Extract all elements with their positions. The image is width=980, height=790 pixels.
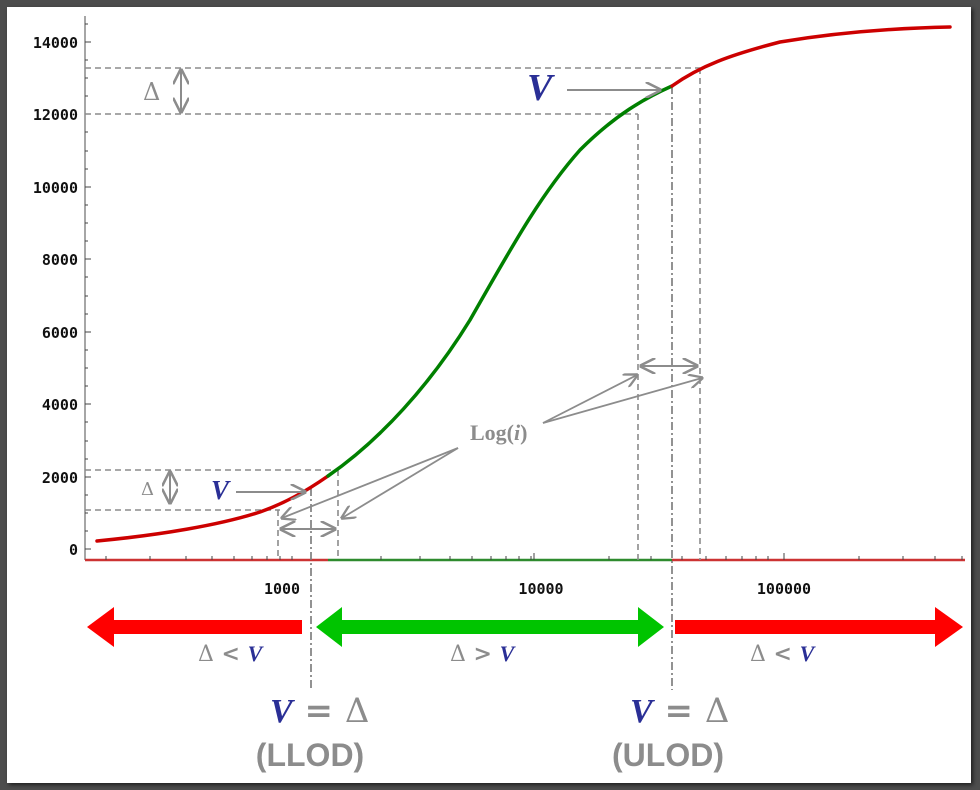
svg-text:V = Δ: V = Δ xyxy=(270,691,369,731)
right-red-arrow xyxy=(675,607,963,647)
x-tick-100000: 100000 xyxy=(757,580,811,598)
delta-bracket-high: Δ xyxy=(143,70,181,112)
log-i-label: Log(i) xyxy=(470,420,527,445)
y-tick-0: 0 xyxy=(69,541,78,559)
left-red-arrow xyxy=(87,607,302,647)
y-tick-4000: 4000 xyxy=(42,396,78,414)
y-axis: 14000 12000 10000 8000 6000 4000 2000 0 xyxy=(33,16,91,560)
delta-bracket-low: Δ xyxy=(141,472,170,503)
llod-label: V = Δ (LLOD) xyxy=(256,691,370,773)
v-arrow-low: V xyxy=(211,475,305,505)
region-label-right: Δ < V xyxy=(750,641,817,667)
y-tick-8000: 8000 xyxy=(42,251,78,269)
x-tick-1000: 1000 xyxy=(264,580,300,598)
y-tick-10000: 10000 xyxy=(33,179,78,197)
svg-text:Δ < V: Δ < V xyxy=(198,641,265,667)
x-tick-10000: 10000 xyxy=(518,580,563,598)
calibration-curve xyxy=(95,25,952,543)
middle-green-arrow xyxy=(316,607,664,647)
lod-lines xyxy=(310,86,673,690)
delta-label-low: Δ xyxy=(141,479,154,500)
region-label-left: Δ < V xyxy=(198,641,265,667)
y-tick-6000: 6000 xyxy=(42,324,78,342)
region-arrows xyxy=(87,607,963,647)
y-tick-12000: 12000 xyxy=(33,106,78,124)
region-label-middle: Δ > V xyxy=(450,641,517,667)
svg-text:V = Δ: V = Δ xyxy=(630,691,729,731)
svg-text:Δ < V: Δ < V xyxy=(750,641,817,667)
delta-label-high: Δ xyxy=(143,78,160,106)
x-axis: 1000 10000 100000 xyxy=(85,553,965,598)
v-label-low: V xyxy=(211,475,231,505)
ulod-text: (ULOD) xyxy=(612,737,724,773)
v-arrow-high: V xyxy=(527,67,660,109)
svg-text:Δ > V: Δ > V xyxy=(450,641,517,667)
v-label-high: V xyxy=(527,67,555,109)
chart-canvas: 14000 12000 10000 8000 6000 4000 2000 0 xyxy=(7,7,971,783)
log-i-annotation: Log(i) xyxy=(281,366,702,529)
guide-lines xyxy=(85,67,701,560)
calibration-chart: 14000 12000 10000 8000 6000 4000 2000 0 xyxy=(33,16,965,773)
y-tick-2000: 2000 xyxy=(42,469,78,487)
llod-text: (LLOD) xyxy=(256,737,364,773)
y-tick-14000: 14000 xyxy=(33,34,78,52)
ulod-label: V = Δ (ULOD) xyxy=(612,691,729,773)
